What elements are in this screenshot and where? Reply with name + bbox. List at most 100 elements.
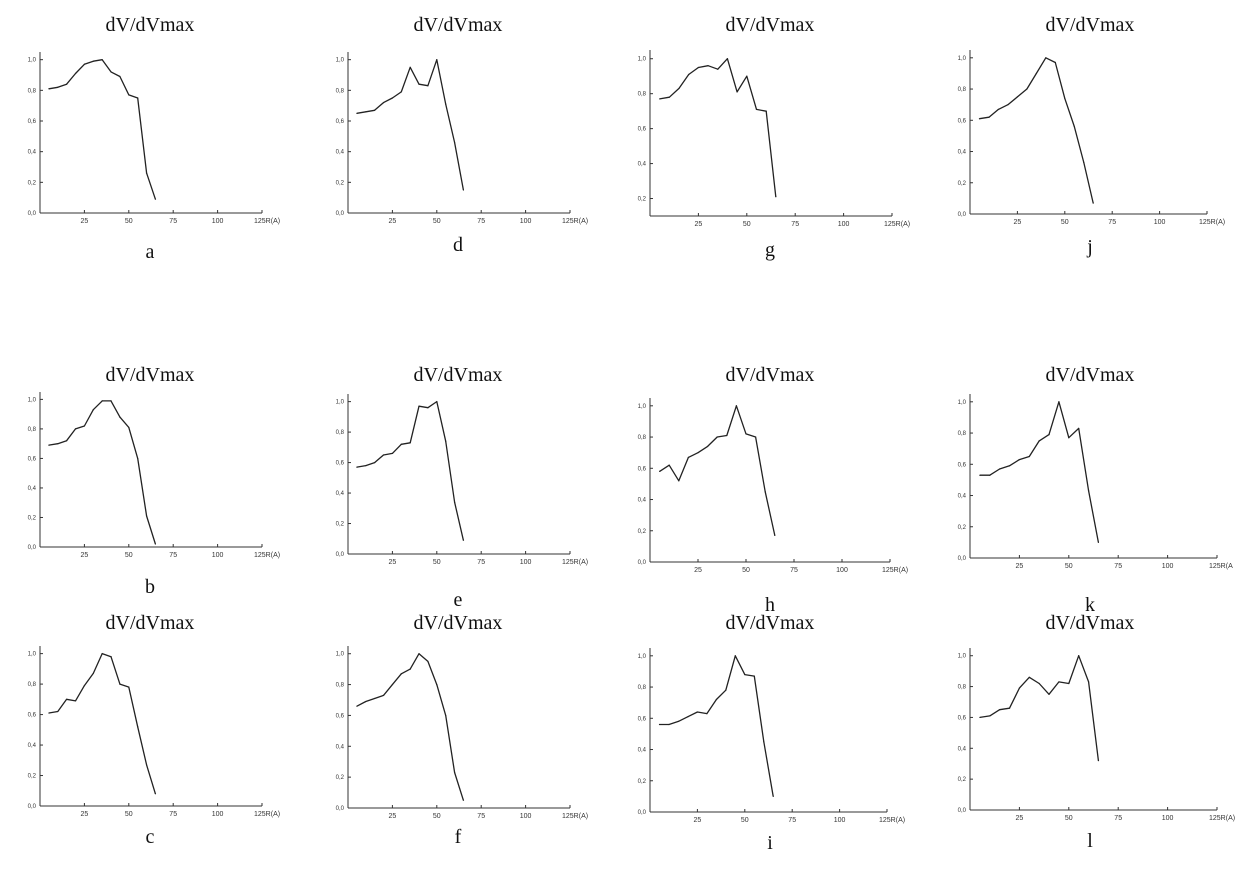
panel-label-l: l (1087, 830, 1093, 852)
data-point (1045, 57, 1047, 59)
y-tick-label: 0,2 (336, 775, 345, 781)
data-point (418, 653, 420, 655)
y-tick-label: 0,8 (958, 431, 967, 437)
data-point (659, 98, 661, 100)
y-tick-label: 0,4 (336, 150, 345, 156)
x-tick-label: 25 (1016, 815, 1024, 822)
panel-label-e: e (453, 589, 463, 611)
x-tick-label: 75 (790, 567, 798, 574)
x-tick-label: 125R(A) (882, 567, 908, 574)
data-line (659, 58, 777, 197)
data-point (774, 534, 776, 537)
data-point (736, 91, 738, 93)
data-point (400, 91, 402, 93)
y-tick-label: 0,6 (28, 456, 37, 462)
data-point (979, 716, 981, 719)
x-tick-label: 125R(A) (562, 559, 588, 566)
y-tick-label: 0,8 (638, 685, 647, 691)
data-point (1054, 61, 1056, 64)
x-tick-label: 50 (125, 218, 133, 225)
data-point (999, 468, 1001, 470)
x-tick-label: 100 (212, 218, 224, 225)
data-point (978, 118, 981, 120)
y-tick-label: 0,6 (336, 119, 345, 125)
y-tick-label: 0,6 (28, 119, 37, 125)
x-tick-label: 75 (169, 811, 177, 818)
data-point (48, 444, 50, 446)
data-point (391, 683, 393, 686)
data-point (453, 771, 456, 774)
data-point (436, 401, 438, 403)
y-tick-label: 0,8 (336, 683, 345, 689)
line-chart-i: 0,0 0,2 0,4 0,6 0,8 1,0 25 50 75 100 125R(A) (638, 648, 905, 824)
y-tick-label: 0,0 (336, 211, 345, 217)
data-point (365, 465, 367, 467)
panel-label-g: g (765, 239, 775, 261)
data-point (746, 75, 748, 77)
data-point (734, 655, 736, 657)
data-point (1028, 455, 1030, 458)
data-point (659, 470, 661, 473)
y-tick-label: 0,8 (336, 430, 345, 436)
data-point (677, 720, 680, 723)
data-point (74, 72, 77, 75)
data-point (1064, 97, 1066, 100)
x-tick-label: 100 (836, 567, 848, 574)
y-tick-label: 0,8 (638, 435, 647, 441)
data-point (658, 723, 661, 726)
data-point (382, 102, 385, 104)
y-tick-label: 0,2 (336, 522, 345, 528)
x-tick-label: 125R(A) (562, 218, 588, 225)
x-tick-label: 100 (520, 559, 532, 566)
chart-panel-c: dV/dVmax 0,0 0,2 0,4 0,6 0,8 1,0 25 50 75 100 125R… (0, 612, 300, 874)
data-point (706, 713, 708, 715)
data-point (697, 66, 699, 69)
x-tick-label: 50 (741, 817, 749, 824)
data-point (374, 461, 376, 464)
data-point (715, 698, 717, 701)
x-tick-label: 50 (433, 559, 441, 566)
y-tick-label: 0,8 (958, 685, 967, 691)
x-tick-label: 75 (477, 813, 485, 820)
x-tick-label: 25 (695, 221, 703, 228)
x-tick-label: 50 (1061, 219, 1069, 226)
chart-panel-i: dV/dVmax 0,0 0,2 0,4 0,6 0,8 1,0 25 50 75 100 125R… (620, 612, 920, 874)
data-point (1078, 655, 1080, 657)
x-tick-label: 25 (81, 811, 89, 818)
data-point (744, 673, 746, 676)
x-tick-label: 50 (1065, 563, 1073, 570)
data-point (427, 85, 429, 87)
data-point (772, 795, 774, 797)
data-point (1078, 427, 1080, 429)
line-chart-b: 0,0 0,2 0,4 0,6 0,8 1,0 25 50 75 100 125R(A) (28, 392, 280, 559)
data-point (1048, 434, 1050, 436)
y-tick-label: 0,6 (958, 118, 967, 124)
data-point (445, 440, 447, 442)
data-point (453, 501, 456, 503)
x-tick-label: 75 (1114, 563, 1122, 570)
y-tick-label: 0,0 (336, 552, 345, 558)
panel-label-h: h (765, 594, 775, 616)
data-line (356, 400, 465, 541)
y-tick-label: 1,0 (336, 652, 345, 658)
y-tick-label: 0,2 (28, 774, 37, 780)
x-tick-label: 50 (742, 567, 750, 574)
data-point (145, 764, 148, 766)
data-point (668, 723, 670, 726)
data-point (83, 685, 85, 687)
data-point (154, 793, 157, 795)
data-point (764, 491, 766, 493)
x-tick-label: 100 (520, 813, 532, 820)
y-tick-label: 1,0 (638, 57, 647, 63)
panel-label-c: c (145, 826, 155, 848)
panel-label-a: a (145, 241, 155, 263)
y-tick-label: 0,8 (28, 427, 37, 433)
x-tick-label: 50 (125, 552, 133, 559)
data-point (391, 97, 393, 99)
y-tick-label: 1,0 (28, 397, 37, 403)
x-tick-label: 100 (212, 811, 224, 818)
y-tick-label: 1,0 (638, 654, 647, 660)
data-point (57, 710, 59, 713)
x-tick-label: 75 (477, 559, 485, 566)
x-tick-label: 100 (1162, 815, 1174, 822)
